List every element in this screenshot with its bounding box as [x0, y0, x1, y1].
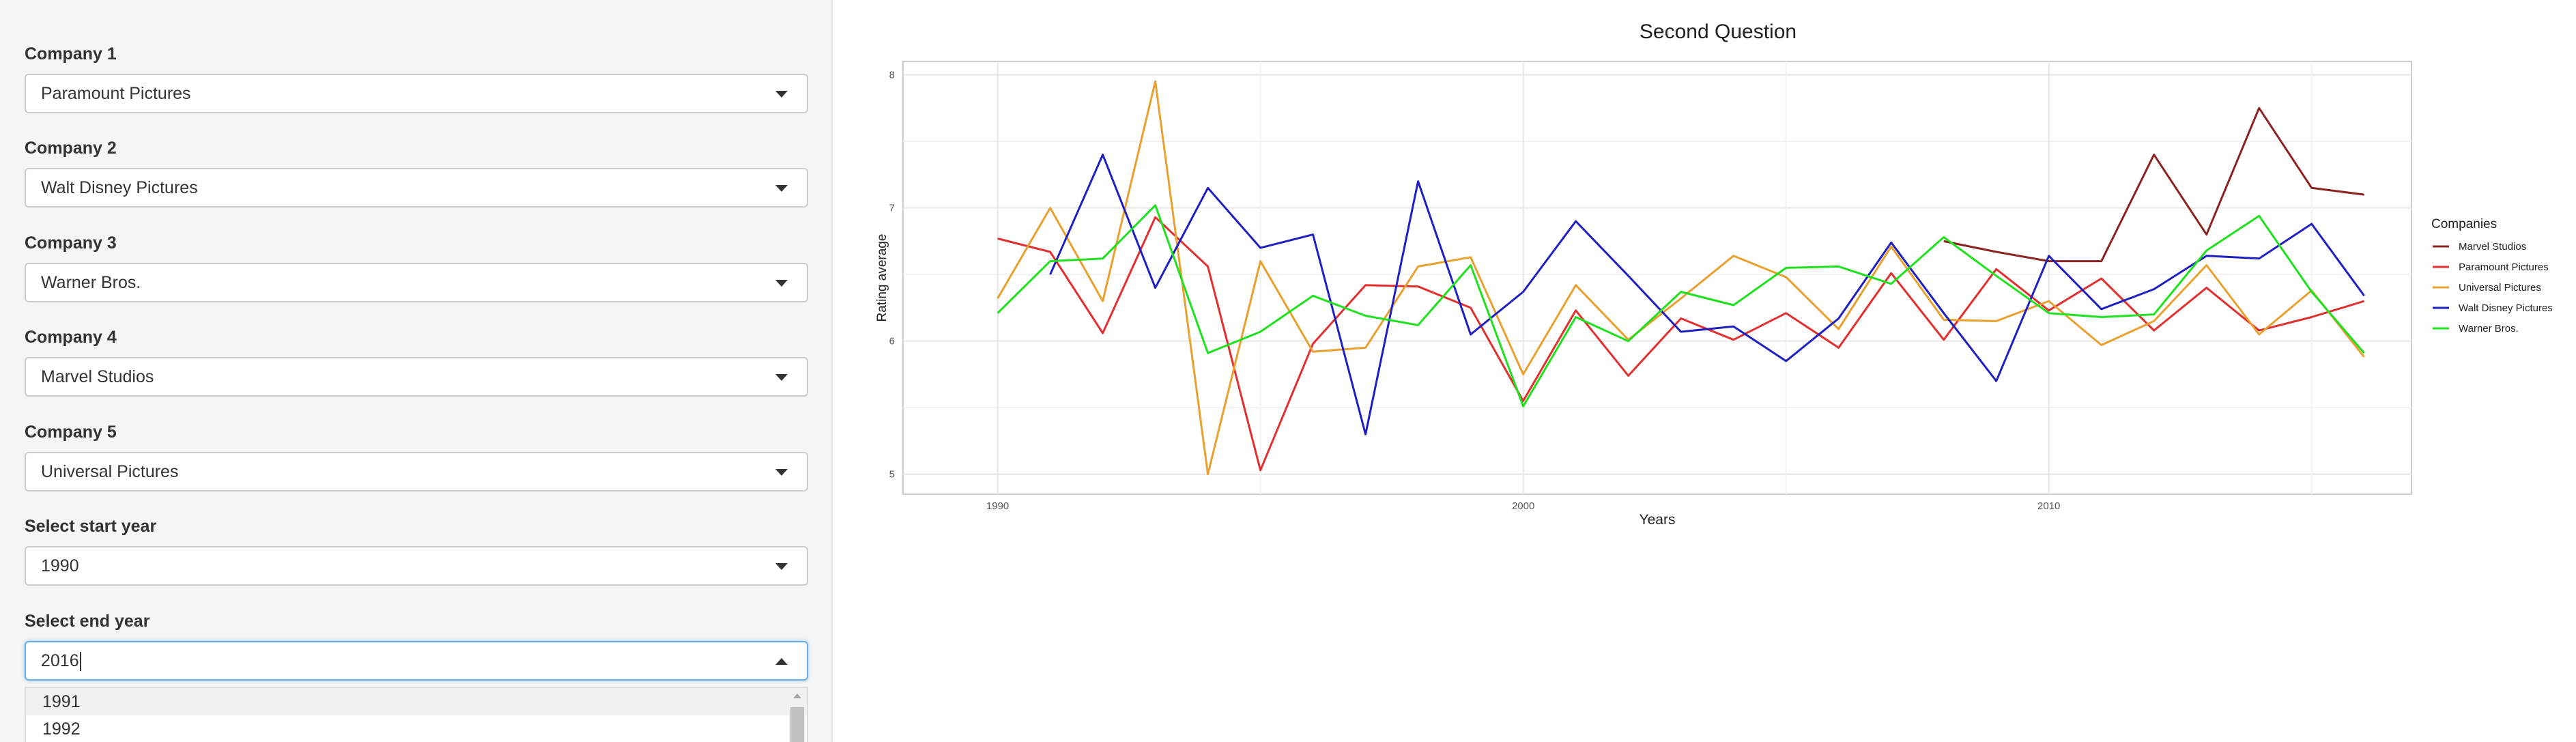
chevron-down-icon — [775, 374, 788, 381]
chart-title: Second Question — [1640, 20, 1797, 43]
legend-item-label: Universal Pictures — [2459, 282, 2541, 294]
series-line — [997, 204, 2365, 408]
chevron-down-icon — [775, 185, 788, 192]
main-panel: 5 6 7 8 1990 2000 2010 Second Question Years R… — [833, 0, 2576, 742]
start-year-label: Select start year — [25, 517, 157, 536]
company1-value: Paramount Pictures — [41, 84, 191, 103]
legend-item-label: Warner Bros. — [2459, 323, 2519, 334]
company3-field: Company 3 Warner Bros. — [25, 231, 808, 302]
y-tick-label: 5 — [889, 469, 895, 481]
end-year-label: Select end year — [25, 612, 150, 631]
company4-field: Company 4 Marvel Studios — [25, 326, 808, 397]
company5-value: Universal Pictures — [41, 462, 179, 481]
chevron-down-icon — [775, 563, 788, 570]
company2-label: Company 2 — [25, 139, 117, 158]
end-year-dropdown: 1991 1992 — [25, 687, 808, 742]
x-tick-label: 2010 — [2037, 500, 2060, 512]
grid — [903, 61, 2412, 494]
y-tick-label: 7 — [889, 203, 895, 214]
company3-label: Company 3 — [25, 233, 117, 253]
dropdown-option[interactable]: 1991 — [26, 688, 807, 715]
y-axis-label: Rating average — [875, 234, 889, 322]
dropdown-scrollbar-thumb[interactable] — [790, 707, 804, 742]
company2-field: Company 2 Walt Disney Pictures — [25, 137, 808, 208]
company4-select[interactable]: Marvel Studios — [25, 357, 808, 397]
axis-ticks: 5 6 7 8 1990 2000 2010 — [889, 70, 2061, 512]
y-tick-label: 8 — [889, 70, 895, 81]
dropdown-option[interactable]: 1992 — [42, 719, 81, 739]
company5-select[interactable]: Universal Pictures — [25, 452, 808, 491]
sidebar-panel: Company 1 Paramount Pictures Company 2 W… — [0, 0, 833, 742]
series-lines — [997, 80, 2365, 476]
chevron-down-icon — [775, 280, 788, 287]
scroll-up-arrow-icon[interactable] — [793, 694, 801, 698]
company1-label: Company 1 — [25, 44, 117, 63]
company1-field: Company 1 Paramount Pictures — [25, 42, 808, 113]
series-line — [1049, 154, 2365, 436]
company4-value: Marvel Studios — [41, 367, 154, 386]
start-year-value: 1990 — [41, 556, 79, 575]
legend-item-label: Walt Disney Pictures — [2459, 302, 2553, 314]
company4-label: Company 4 — [25, 328, 117, 347]
chevron-down-icon — [775, 469, 788, 476]
start-year-field: Select start year 1990 — [25, 515, 808, 586]
legend-item-label: Marvel Studios — [2459, 241, 2526, 253]
end-year-value[interactable]: 2016 — [41, 651, 79, 670]
end-year-field: Select end year 2016 — [25, 610, 808, 681]
start-year-select[interactable]: 1990 — [25, 546, 808, 586]
company5-label: Company 5 — [25, 423, 117, 442]
text-cursor — [79, 652, 81, 672]
company2-select[interactable]: Walt Disney Pictures — [25, 168, 808, 208]
company3-select[interactable]: Warner Bros. — [25, 263, 808, 302]
chevron-up-icon — [775, 658, 788, 665]
series-line — [1943, 106, 2364, 263]
x-tick-label: 1990 — [986, 500, 1009, 512]
end-year-select[interactable]: 2016 — [25, 641, 808, 681]
legend: Marvel Studios Paramount Pictures Universa… — [2433, 241, 2553, 334]
legend-title: Companies — [2431, 217, 2497, 231]
company1-select[interactable]: Paramount Pictures — [25, 74, 808, 113]
series-line — [997, 216, 2365, 472]
legend-item-label: Paramount Pictures — [2459, 261, 2549, 273]
company5-field: Company 5 Universal Pictures — [25, 420, 808, 491]
company3-value: Warner Bros. — [41, 273, 141, 292]
line-chart: 5 6 7 8 1990 2000 2010 Second Question Years R… — [875, 20, 2553, 528]
plot-panel — [902, 61, 2412, 495]
x-tick-label: 2000 — [1512, 500, 1534, 512]
company2-value: Walt Disney Pictures — [41, 178, 198, 197]
series-line — [997, 80, 2365, 476]
chevron-down-icon — [775, 91, 788, 98]
y-tick-label: 6 — [889, 336, 895, 347]
x-axis-label: Years — [1640, 512, 1676, 528]
